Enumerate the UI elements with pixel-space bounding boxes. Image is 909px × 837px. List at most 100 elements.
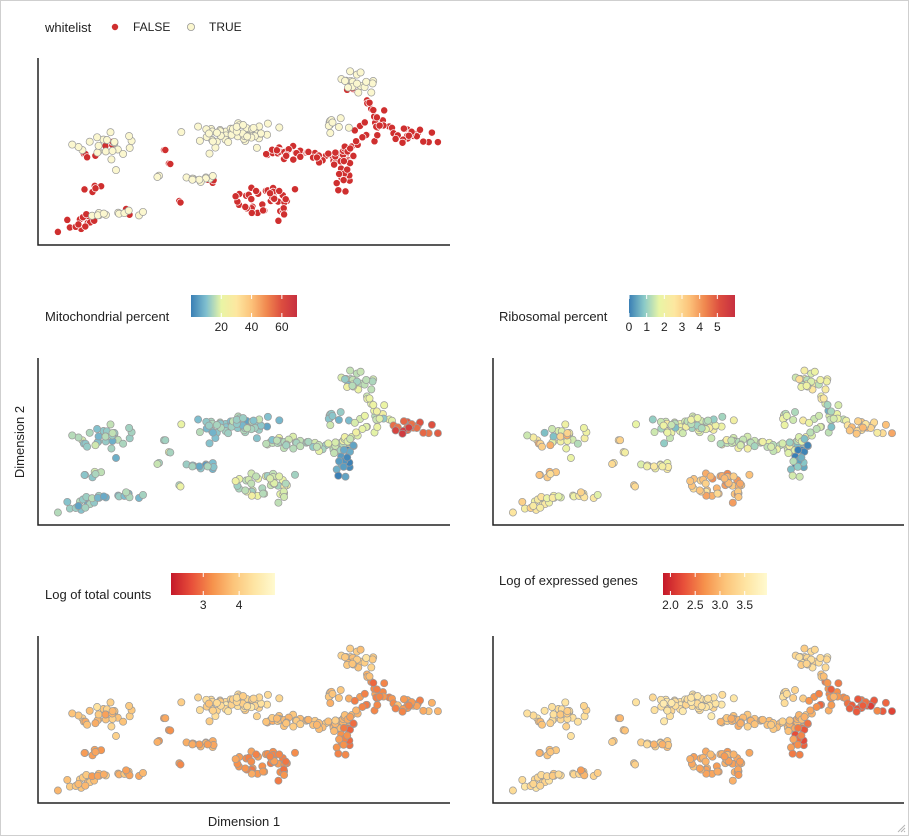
axis-lines-panel-5 [492, 636, 904, 804]
scatter-point [650, 428, 659, 437]
scatter-point [259, 489, 268, 498]
scatter-point [540, 428, 549, 437]
scatter-point [858, 701, 867, 710]
axis-lines-panel-2 [37, 358, 450, 526]
scatter-point [195, 740, 204, 749]
scatter-point [281, 195, 290, 204]
scatter-point [789, 735, 798, 744]
scatter-point [203, 462, 212, 471]
scatter-point [334, 415, 343, 424]
scatter-point [125, 701, 134, 710]
scatter-point [239, 692, 248, 701]
scatter-point [249, 416, 258, 425]
scatter-point [352, 706, 361, 715]
scatter-point [103, 136, 111, 144]
scatter-point [687, 693, 696, 702]
scatter-point [536, 781, 545, 790]
scatter-point [274, 216, 283, 225]
scatter-point [249, 123, 258, 132]
scatter-point [119, 717, 128, 726]
scatter-point [81, 503, 90, 512]
scatter-point [94, 710, 103, 719]
scatter-point [83, 442, 92, 451]
scatter-point [125, 423, 134, 432]
scatter-point [815, 411, 823, 420]
scatter-point [718, 690, 727, 699]
scatter-point [827, 685, 836, 694]
scatter-point [380, 401, 389, 410]
scatter-point [546, 470, 555, 478]
scatter-point [101, 432, 110, 441]
scatter-point [800, 366, 809, 375]
scatter-point [247, 195, 256, 204]
scatter-point [805, 418, 814, 427]
scatter-point [349, 719, 358, 728]
scatter-point [797, 453, 806, 462]
scatter-point [391, 426, 400, 435]
scatter-point [427, 128, 436, 137]
scatter-point [728, 498, 737, 507]
scatter-point [659, 699, 668, 708]
scatter-point [339, 724, 348, 732]
scatter-point [348, 659, 357, 668]
scatter-point [687, 415, 696, 424]
scatter-point [99, 492, 108, 501]
scatter-point [562, 444, 571, 453]
scatter-point [176, 760, 185, 769]
scatter-point [252, 712, 261, 721]
scatter-point [352, 428, 361, 437]
scatter-point [176, 482, 185, 491]
scatter-point [99, 770, 108, 779]
scatter-point [112, 166, 120, 175]
scatter-point [53, 786, 62, 795]
scatter-point [93, 148, 102, 157]
scatter-point [822, 655, 831, 664]
scatter-point [648, 693, 657, 702]
scatter-point [573, 717, 582, 726]
scatter-point [829, 692, 838, 701]
scatter-point [782, 411, 791, 420]
scatter-point [362, 375, 371, 384]
scatter-point [341, 653, 349, 662]
scatter-point [697, 702, 706, 711]
scatter-point [262, 439, 271, 448]
scatter-point [247, 491, 256, 500]
scatter-point [658, 462, 667, 471]
scatter-point [119, 439, 128, 448]
scatter-point [373, 131, 382, 140]
scatter-point [195, 136, 204, 145]
scatter-point [546, 719, 555, 728]
scatter-point [538, 720, 546, 729]
scatter-point [794, 446, 803, 454]
scatter-point [304, 715, 313, 724]
scatter-point [707, 712, 716, 721]
scatter-point [686, 477, 695, 486]
scatter-point [538, 442, 546, 451]
scatter-point [356, 68, 365, 77]
scatter-point [659, 421, 668, 430]
scatter-point [106, 698, 115, 707]
scatter-point [778, 717, 787, 726]
scatter-point [546, 748, 555, 756]
scatter-point [743, 444, 752, 453]
scatter-point [360, 118, 369, 127]
colorbar-tick-label: 2.0 [662, 598, 679, 612]
scatter-point [616, 714, 625, 723]
scatter-point [621, 448, 629, 457]
scatter-point [346, 434, 355, 443]
scatter-point [416, 125, 424, 134]
resize-grip-icon[interactable] [896, 823, 906, 833]
scatter-point [212, 421, 221, 429]
scatter-point [296, 442, 305, 451]
scatter-point [188, 462, 197, 471]
scatter-point [252, 750, 261, 759]
scatter-point [281, 479, 290, 488]
scatter-point [802, 381, 811, 390]
scatter-point [358, 133, 367, 142]
colorbar-tick-label: 1 [643, 320, 650, 334]
scatter-point [784, 727, 793, 736]
scatter-point [68, 140, 77, 149]
scatter-point [270, 194, 279, 203]
